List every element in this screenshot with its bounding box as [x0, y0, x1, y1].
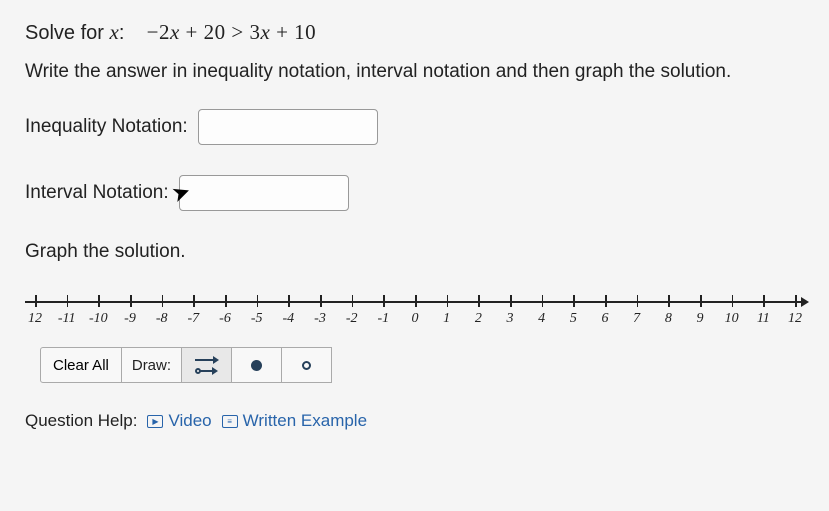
- tick: [162, 295, 164, 307]
- interval-notation-row: Interval Notation:: [25, 175, 804, 211]
- tick-label: 11: [757, 311, 770, 327]
- solve-for-text: Solve for: [25, 22, 104, 44]
- instruction-text: Write the answer in inequality notation,…: [25, 61, 804, 83]
- video-icon: ▶: [147, 415, 163, 428]
- tick-label: 8: [665, 311, 672, 327]
- tick-label: -7: [187, 311, 199, 327]
- tick: [288, 295, 290, 307]
- tick-label: -8: [156, 311, 168, 327]
- variable-x: x: [110, 20, 119, 44]
- tick: [225, 295, 227, 307]
- tick-label: 12: [28, 311, 42, 327]
- colon: :: [119, 22, 125, 44]
- problem-statement: Solve for x: −2x + 20 > 3x + 10: [25, 20, 804, 45]
- interval-input[interactable]: [179, 175, 349, 211]
- tick: [352, 295, 354, 307]
- tick-label: -6: [219, 311, 231, 327]
- tick: [637, 295, 639, 307]
- tick: [257, 295, 259, 307]
- document-icon: ≡: [222, 415, 238, 428]
- tick-label: 7: [633, 311, 640, 327]
- tick: [668, 295, 670, 307]
- tick: [795, 295, 797, 307]
- tick: [193, 295, 195, 307]
- tick-label: 10: [725, 311, 739, 327]
- tick-label: 4: [538, 311, 545, 327]
- video-help-link[interactable]: ▶ Video: [147, 411, 211, 431]
- tick-label: -3: [314, 311, 326, 327]
- tick: [67, 295, 69, 307]
- tick-label: -1: [377, 311, 389, 327]
- tick: [510, 295, 512, 307]
- inequality-label: Inequality Notation:: [25, 116, 188, 138]
- tick-label: -5: [251, 311, 263, 327]
- axis-arrow-right-icon: [801, 297, 809, 307]
- tick: [763, 295, 765, 307]
- tick-label: 3: [507, 311, 514, 327]
- tick: [130, 295, 132, 307]
- draw-toolbar: Clear All Draw:: [40, 347, 804, 383]
- tick: [478, 295, 480, 307]
- tick-label: -4: [282, 311, 294, 327]
- tick-label: 1: [443, 311, 450, 327]
- tick: [35, 295, 37, 307]
- ray-tool-button[interactable]: [182, 347, 232, 383]
- tick: [573, 295, 575, 307]
- tick: [98, 295, 100, 307]
- video-text: Video: [168, 411, 211, 431]
- open-point-tool-button[interactable]: [282, 347, 332, 383]
- inequality-notation-row: Inequality Notation:: [25, 109, 804, 145]
- draw-label: Draw:: [122, 347, 182, 383]
- closed-point-tool-button[interactable]: [232, 347, 282, 383]
- clear-all-button[interactable]: Clear All: [40, 347, 122, 383]
- tick: [447, 295, 449, 307]
- tick-label: 6: [602, 311, 609, 327]
- written-example-link[interactable]: ≡ Written Example: [222, 411, 367, 431]
- tick-label: 9: [697, 311, 704, 327]
- tick: [700, 295, 702, 307]
- tick-label: -11: [58, 311, 76, 327]
- tick-label: -9: [124, 311, 136, 327]
- filled-dot-icon: [251, 360, 262, 371]
- interval-label: Interval Notation:: [25, 182, 169, 204]
- question-help-row: Question Help: ▶ Video ≡ Written Example: [25, 411, 804, 431]
- tick-label: -10: [89, 311, 108, 327]
- tick-label: -2: [346, 311, 358, 327]
- number-line[interactable]: 12-11-10-9-8-7-6-5-4-3-2-101234567891011…: [25, 283, 805, 329]
- tick-label: 2: [475, 311, 482, 327]
- tick-label: 5: [570, 311, 577, 327]
- graph-label: Graph the solution.: [25, 241, 804, 263]
- tick: [383, 295, 385, 307]
- tick: [415, 295, 417, 307]
- math-expression: −2x + 20 > 3x + 10: [147, 20, 317, 44]
- tick-label: 0: [412, 311, 419, 327]
- tick: [542, 295, 544, 307]
- tick: [320, 295, 322, 307]
- help-label: Question Help:: [25, 411, 137, 431]
- ray-icon: [195, 356, 219, 375]
- tick-label: 12: [788, 311, 802, 327]
- tick: [605, 295, 607, 307]
- written-text: Written Example: [243, 411, 367, 431]
- open-dot-icon: [302, 361, 311, 370]
- inequality-input[interactable]: [198, 109, 378, 145]
- tick: [732, 295, 734, 307]
